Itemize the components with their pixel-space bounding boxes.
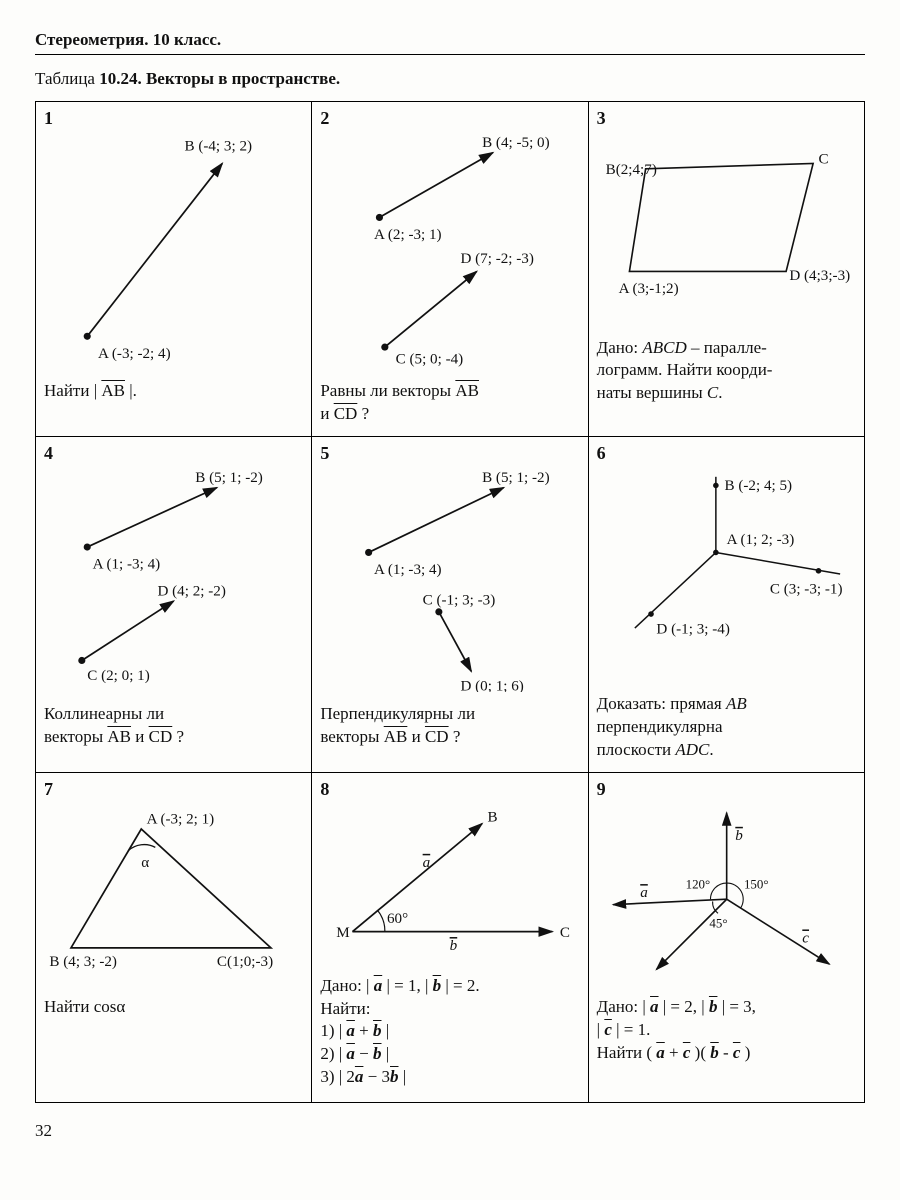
cell-3-diagram: B(2;4;7) C D (4;3;-3) A (3;-1;2): [597, 131, 856, 326]
cell-9-prompt: Дано: | a | = 2, | b | = 3, | c | = 1. Н…: [597, 996, 856, 1065]
title-rest: Векторы в пространстве.: [142, 69, 340, 88]
svg-text:D (-1; 3; -4): D (-1; 3; -4): [656, 621, 729, 637]
svg-text:C (-1; 3; -3): C (-1; 3; -3): [423, 592, 496, 608]
cell-5-diagram: B (5; 1; -2) A (1; -3; 4) C (-1; 3; -3) …: [320, 466, 579, 693]
c3-A-label: A (3;-1;2): [618, 281, 678, 297]
table-title: Таблица 10.24. Векторы в пространстве.: [35, 69, 865, 89]
cell-9: 9 120° 150° 45° b a c Дано: | a | = 2, |…: [588, 772, 864, 1102]
cell-5-prompt: Перпендикулярны ли векторы AB и CD ?: [320, 703, 579, 749]
svg-text:α: α: [141, 854, 149, 870]
svg-text:D (0; 1; 6): D (0; 1; 6): [461, 678, 524, 692]
c3-D-label: D (4;3;-3): [789, 268, 850, 284]
cell-4-prompt: Коллинеарны ли векторы AB и CD ?: [44, 703, 303, 749]
svg-text:C: C: [560, 925, 570, 941]
cell-1-number: 1: [44, 108, 303, 129]
cell-8-number: 8: [320, 779, 579, 800]
cell-1-diagram: A (-3; -2; 4) B (-4; 3; 2): [44, 131, 303, 369]
cell-8-diagram: 60° M B C a b: [320, 802, 579, 964]
cell-2-prompt: Равны ли векторы AB и CD ?: [320, 380, 579, 426]
page-number: 32: [35, 1121, 865, 1141]
cell-6-diagram: B (-2; 4; 5) A (1; 2; -3) C (3; -3; -1) …: [597, 466, 856, 682]
page-header: Стереометрия. 10 класс.: [35, 30, 865, 55]
svg-text:45°: 45°: [709, 915, 727, 930]
svg-text:c: c: [802, 930, 809, 946]
cell-4-number: 4: [44, 443, 303, 464]
title-number: 10.24.: [99, 69, 142, 88]
svg-text:C (2; 0; 1): C (2; 0; 1): [87, 668, 150, 684]
svg-text:A (-3; 2; 1): A (-3; 2; 1): [147, 811, 215, 827]
cell-6: 6 B (-2; 4; 5) A (1; 2; -3) C (3; -3; -1…: [588, 436, 864, 772]
cell-3-number: 3: [597, 108, 856, 129]
svg-text:A (1; -3; 4): A (1; -3; 4): [93, 556, 161, 572]
cell-6-number: 6: [597, 443, 856, 464]
cell-3: 3 B(2;4;7) C D (4;3;-3) A (3;-1;2) Дано:…: [588, 102, 864, 437]
svg-text:A (1; -3; 4): A (1; -3; 4): [374, 562, 442, 578]
cell-8: 8 60° M B C a b Дано: | a | = 1, | b | =…: [312, 772, 588, 1102]
cell-2: 2 B (4; -5; 0) A (2; -3; 1) D (7; -2; -3…: [312, 102, 588, 437]
cell-2-number: 2: [320, 108, 579, 129]
svg-text:C (3; -3; -1): C (3; -3; -1): [770, 581, 843, 597]
svg-text:D (4; 2; -2): D (4; 2; -2): [157, 583, 225, 599]
cell-6-prompt: Доказать: прямая AB перпендикулярна плос…: [597, 693, 856, 762]
cell-5: 5 B (5; 1; -2) A (1; -3; 4) C (-1; 3; -3…: [312, 436, 588, 772]
svg-text:60°: 60°: [387, 911, 408, 927]
cell-7: 7 α A (-3; 2; 1) B (4; 3; -2) C(1;0;-3) …: [36, 772, 312, 1102]
svg-text:B (5; 1; -2): B (5; 1; -2): [482, 470, 550, 486]
cell-9-number: 9: [597, 779, 856, 800]
c1-A-label: A (-3; -2; 4): [98, 346, 171, 362]
c3-C-label: C: [818, 151, 828, 167]
cell-5-number: 5: [320, 443, 579, 464]
title-prefix: Таблица: [35, 69, 99, 88]
c2-C-label: C (5; 0; -4): [396, 351, 464, 367]
cell-9-diagram: 120° 150° 45° b a c: [597, 802, 856, 986]
svg-text:120°: 120°: [685, 876, 710, 891]
cell-7-number: 7: [44, 779, 303, 800]
svg-text:b: b: [735, 827, 743, 843]
svg-text:a: a: [423, 854, 431, 870]
cell-1: 1 A (-3; -2; 4) B (-4; 3; 2) Найти | AB …: [36, 102, 312, 437]
cell-7-prompt: Найти cosα: [44, 996, 303, 1019]
svg-text:B (4; 3; -2): B (4; 3; -2): [49, 954, 117, 970]
svg-text:B: B: [488, 809, 498, 825]
problems-grid: 1 A (-3; -2; 4) B (-4; 3; 2) Найти | AB …: [35, 101, 865, 1103]
svg-text:C(1;0;-3): C(1;0;-3): [217, 954, 273, 970]
cell-3-prompt: Дано: ABCD – паралле- лограмм. Найти коо…: [597, 337, 856, 406]
cell-1-prompt: Найти | AB |.: [44, 380, 303, 403]
c3-B-label: B(2;4;7): [605, 162, 656, 178]
cell-8-prompt: Дано: | a | = 1, | b | = 2. Найти: 1) | …: [320, 975, 579, 1090]
cell-2-diagram: B (4; -5; 0) A (2; -3; 1) D (7; -2; -3) …: [320, 131, 579, 369]
cell-7-diagram: α A (-3; 2; 1) B (4; 3; -2) C(1;0;-3): [44, 802, 303, 986]
c2-A-label: A (2; -3; 1): [374, 227, 442, 243]
svg-text:b: b: [450, 938, 458, 954]
svg-text:150°: 150°: [744, 876, 769, 891]
svg-text:a: a: [640, 885, 648, 901]
svg-text:A (1; 2; -3): A (1; 2; -3): [726, 531, 794, 547]
svg-text:M: M: [337, 925, 350, 941]
cell-4-diagram: B (5; 1; -2) A (1; -3; 4) D (4; 2; -2) C…: [44, 466, 303, 693]
c2-B-label: B (4; -5; 0): [482, 135, 550, 151]
svg-text:B (-2; 4; 5): B (-2; 4; 5): [724, 477, 792, 493]
c1-B-label: B (-4; 3; 2): [184, 138, 252, 154]
svg-text:B (5; 1; -2): B (5; 1; -2): [195, 470, 263, 486]
cell-4: 4 B (5; 1; -2) A (1; -3; 4) D (4; 2; -2)…: [36, 436, 312, 772]
c2-D-label: D (7; -2; -3): [461, 251, 534, 267]
